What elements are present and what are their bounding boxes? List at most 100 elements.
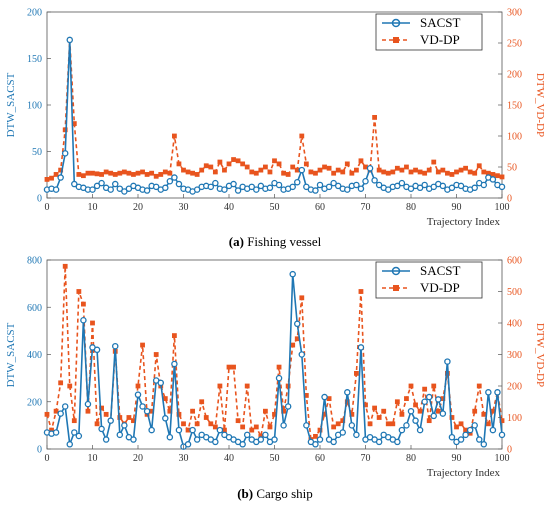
point-vd-dp	[290, 164, 296, 170]
point-vd-dp	[267, 169, 273, 175]
point-sacst	[321, 393, 328, 401]
point-vd-dp	[372, 115, 377, 120]
point-sacst	[348, 422, 356, 429]
point-vd-dp	[294, 336, 300, 342]
point-sacst	[339, 429, 346, 436]
point-vd-dp	[413, 402, 418, 408]
point-vd-dp	[167, 408, 173, 414]
point-sacst	[330, 179, 337, 187]
point-vd-dp	[331, 424, 337, 430]
point-vd-dp	[435, 169, 441, 175]
point-vd-dp	[149, 170, 155, 176]
point-vd-dp	[272, 411, 277, 417]
legend-label-vddp: VD-DP	[420, 32, 460, 47]
point-vd-dp	[58, 167, 64, 173]
point-vd-dp	[426, 418, 432, 424]
point-vd-dp	[81, 173, 86, 179]
point-sacst	[130, 436, 137, 443]
point-sacst	[80, 316, 87, 324]
point-sacst	[134, 391, 142, 398]
point-vd-dp	[126, 170, 132, 176]
point-vd-dp	[153, 352, 159, 357]
point-sacst	[325, 183, 333, 191]
x-tick-label: 90	[452, 202, 462, 213]
point-vd-dp	[331, 170, 337, 176]
y-tick-label-left: 600	[27, 303, 42, 314]
point-sacst	[116, 185, 124, 192]
point-vd-dp	[431, 383, 437, 389]
point-vd-dp	[367, 421, 373, 427]
point-vd-dp	[253, 170, 259, 176]
point-vd-dp	[335, 421, 341, 427]
point-sacst	[243, 431, 251, 439]
point-sacst	[166, 178, 174, 185]
point-sacst	[421, 398, 428, 405]
legend-label-sacst: SACST	[420, 15, 461, 30]
point-vd-dp	[94, 171, 100, 177]
point-sacst	[275, 374, 283, 382]
point-vd-dp	[467, 169, 473, 175]
point-vd-dp	[76, 289, 82, 294]
point-sacst	[284, 403, 292, 410]
point-vd-dp	[463, 165, 468, 171]
point-vd-dp	[276, 364, 282, 370]
point-sacst	[303, 183, 310, 191]
point-vd-dp	[240, 161, 246, 167]
point-sacst	[403, 422, 410, 429]
y-tick-label-right: 200	[507, 70, 522, 81]
point-vd-dp	[71, 418, 77, 424]
y-tick-label-left: 50	[32, 147, 42, 158]
point-vd-dp	[222, 167, 227, 173]
point-sacst	[293, 178, 301, 186]
point-sacst	[102, 436, 110, 443]
point-vd-dp	[90, 170, 95, 176]
point-sacst	[312, 187, 319, 194]
point-vd-dp	[394, 399, 400, 405]
point-sacst	[398, 179, 406, 187]
point-sacst	[212, 438, 219, 446]
y-tick-label-right: 300	[507, 8, 522, 19]
point-vd-dp	[49, 175, 54, 181]
point-sacst	[61, 403, 69, 410]
y-tick-label-left: 0	[37, 445, 42, 456]
point-sacst	[152, 183, 160, 191]
point-vd-dp	[322, 164, 327, 170]
point-sacst	[303, 422, 310, 429]
point-sacst	[407, 185, 415, 192]
point-vd-dp	[244, 383, 250, 389]
point-sacst	[193, 186, 201, 193]
point-sacst	[416, 426, 424, 434]
point-vd-dp	[190, 408, 195, 414]
point-sacst	[293, 320, 301, 328]
point-vd-dp	[108, 170, 114, 176]
point-sacst	[257, 182, 265, 190]
point-sacst	[184, 441, 192, 448]
point-vd-dp	[140, 169, 145, 175]
point-sacst	[344, 389, 351, 396]
point-vd-dp	[485, 170, 491, 176]
point-sacst	[98, 179, 105, 187]
point-sacst	[375, 438, 383, 446]
point-sacst	[407, 407, 415, 415]
point-vd-dp	[299, 295, 305, 301]
point-vd-dp	[440, 167, 446, 173]
y-tick-label-right: 100	[507, 413, 522, 424]
point-vd-dp	[103, 411, 109, 417]
point-sacst	[121, 422, 128, 429]
point-vd-dp	[376, 415, 382, 420]
legend-label-vddp: VD-DP	[420, 280, 460, 295]
point-vd-dp	[303, 393, 309, 398]
point-vd-dp	[344, 161, 350, 167]
point-sacst	[371, 177, 378, 184]
point-vd-dp	[476, 163, 482, 169]
point-vd-dp	[417, 169, 423, 175]
point-sacst	[166, 433, 174, 441]
point-vd-dp	[258, 167, 264, 173]
point-sacst	[462, 431, 469, 439]
point-sacst	[125, 185, 133, 192]
point-sacst	[394, 438, 401, 446]
point-sacst	[298, 166, 306, 174]
point-sacst	[262, 431, 269, 439]
point-vd-dp	[476, 383, 482, 389]
point-vd-dp	[103, 169, 109, 175]
